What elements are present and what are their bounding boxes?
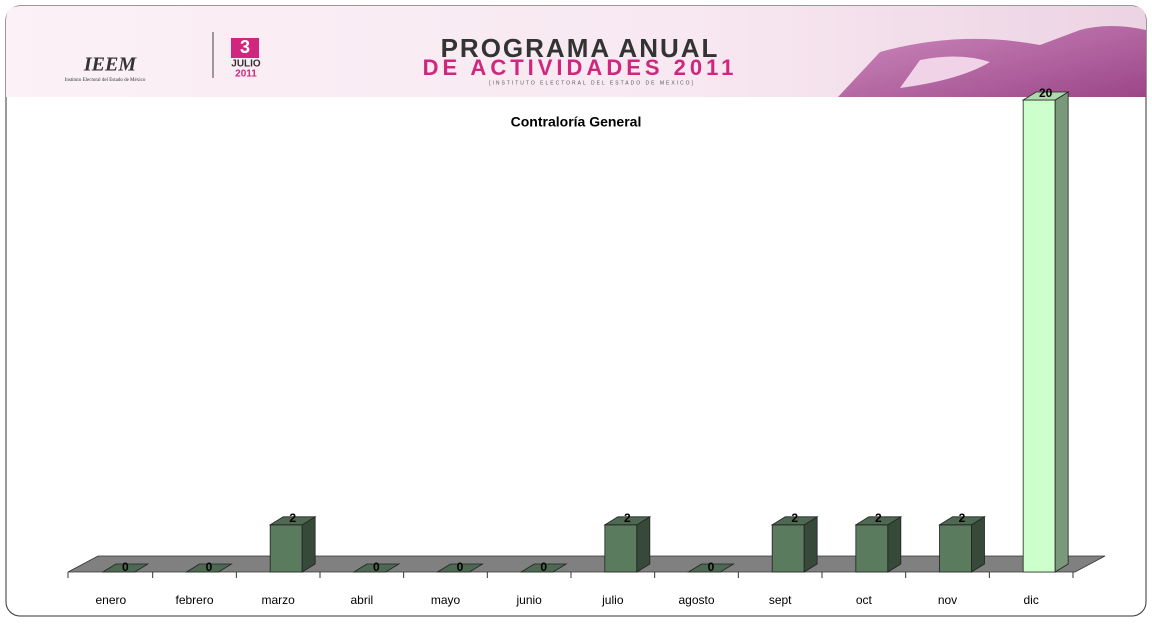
x-tick-label: sept xyxy=(769,593,792,607)
value-label: 0 xyxy=(122,560,129,574)
x-tick-label: oct xyxy=(856,593,873,607)
value-label: 0 xyxy=(206,560,213,574)
date-year: 2011 xyxy=(235,69,257,80)
x-tick-label: enero xyxy=(95,593,126,607)
bar-front xyxy=(940,525,972,572)
bar xyxy=(856,517,901,572)
bar-side xyxy=(637,517,650,572)
header-institution: [INSTITUTO ELECTORAL DEL ESTADO DE MEXIC… xyxy=(489,80,695,86)
logo: IEEM xyxy=(83,54,137,76)
x-tick-label: mayo xyxy=(431,593,461,607)
bar-side xyxy=(804,517,817,572)
value-label: 0 xyxy=(457,560,464,574)
value-label: 2 xyxy=(959,511,966,525)
x-tick-label: junio xyxy=(515,593,542,607)
bar xyxy=(605,517,650,572)
bar-side xyxy=(1055,92,1068,572)
x-tick-label: marzo xyxy=(261,593,295,607)
value-label: 20 xyxy=(1039,86,1053,100)
date-day: 3 xyxy=(240,37,250,57)
chart-title: Contraloría General xyxy=(511,114,642,130)
value-label: 2 xyxy=(624,511,631,525)
bar-front xyxy=(270,525,302,572)
x-tick-label: julio xyxy=(601,593,624,607)
bar-side xyxy=(302,517,315,572)
x-tick-label: nov xyxy=(938,593,957,607)
bar-side xyxy=(888,517,901,572)
x-tick-label: febrero xyxy=(175,593,213,607)
value-label: 2 xyxy=(875,511,882,525)
x-tick-label: abril xyxy=(350,593,373,607)
logo-subtitle: Instituto Electoral del Estado de México xyxy=(65,78,146,83)
bar-front xyxy=(605,525,637,572)
bar-front xyxy=(856,525,888,572)
value-label: 0 xyxy=(540,560,547,574)
header-subtitle: DE ACTIVIDADES 2011 xyxy=(423,55,738,80)
bar-front xyxy=(772,525,804,572)
value-label: 0 xyxy=(708,560,715,574)
x-tick-label: agosto xyxy=(678,593,714,607)
page: IEEM Instituto Electoral del Estado de M… xyxy=(0,0,1152,620)
bar xyxy=(940,517,985,572)
value-label: 0 xyxy=(373,560,380,574)
bar-front xyxy=(1023,100,1055,572)
value-label: 2 xyxy=(791,511,798,525)
bar xyxy=(1023,92,1068,572)
bar xyxy=(772,517,817,572)
x-tick-label: dic xyxy=(1023,593,1038,607)
bar xyxy=(270,517,315,572)
value-label: 2 xyxy=(289,511,296,525)
bar-side xyxy=(972,517,985,572)
